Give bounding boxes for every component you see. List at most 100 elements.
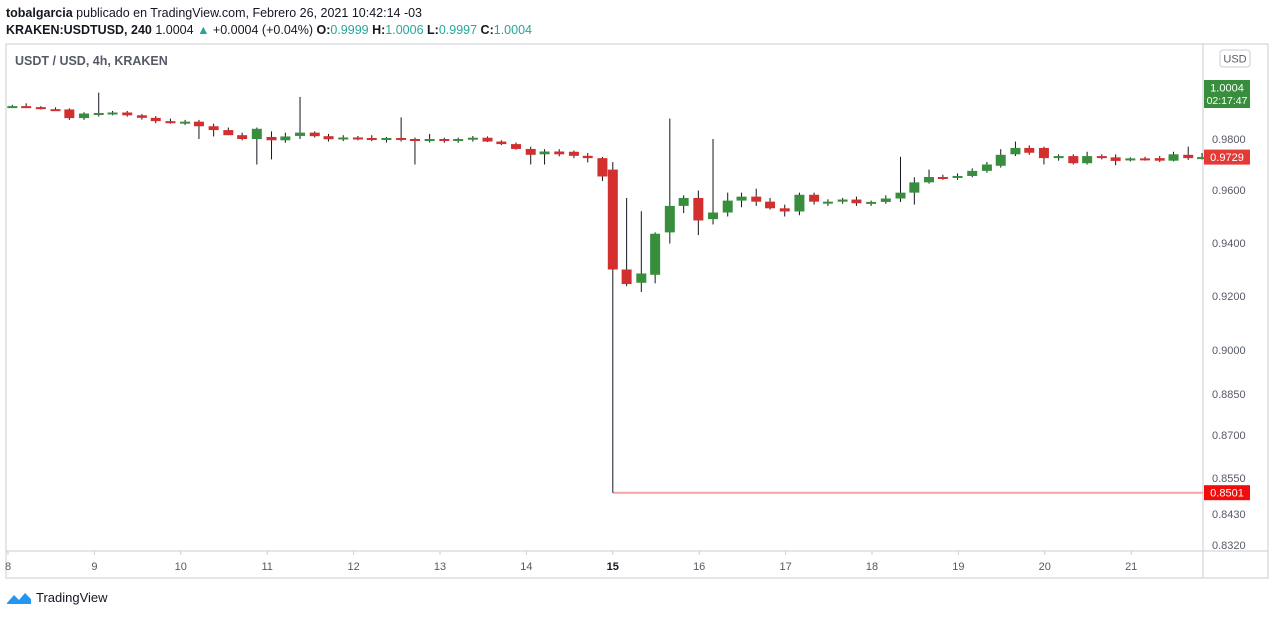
candle-body	[35, 107, 46, 110]
candle	[511, 142, 522, 150]
candle-body	[453, 139, 464, 141]
candle-body	[866, 201, 877, 204]
candle-body	[708, 212, 719, 220]
price-tag-label: 0.9729	[1210, 152, 1244, 164]
candle	[1154, 156, 1165, 162]
time-tick-label: 11	[261, 561, 272, 573]
candle-body	[439, 139, 450, 141]
candle	[650, 232, 661, 284]
currency-button[interactable]: USD	[1219, 49, 1251, 68]
candle-body	[150, 117, 161, 122]
candle-body	[952, 175, 963, 178]
candle	[136, 114, 147, 120]
currency-button-label: USD	[1223, 54, 1246, 66]
candle	[381, 136, 392, 143]
candle	[1125, 157, 1136, 162]
candle-body	[664, 205, 675, 233]
candle-body	[678, 197, 689, 206]
candle-body	[597, 158, 608, 177]
candle	[924, 169, 935, 184]
time-tick-label: 9	[91, 561, 97, 573]
price-tick-label: 0.9200	[1212, 291, 1246, 303]
candle	[79, 112, 90, 120]
candle-body	[1197, 157, 1208, 160]
candle-body	[79, 113, 90, 119]
candle-body	[93, 113, 104, 115]
candle	[453, 137, 464, 143]
candle	[636, 211, 647, 293]
change-arrow-icon: ▲	[197, 23, 210, 37]
candle-body	[1168, 154, 1179, 161]
chart-title: USDT / USD, 4h, KRAKEN	[15, 54, 168, 68]
price-tick-label: 0.9800	[1212, 134, 1246, 146]
candle	[409, 137, 420, 165]
candle-body	[650, 233, 661, 275]
price-tick-label: 0.8320	[1212, 540, 1246, 552]
candle-body	[1082, 156, 1093, 164]
quote-line: KRAKEN:USDTUSD, 240 1.0004 ▲ +0.0004 (+0…	[6, 21, 532, 39]
candle-body	[751, 196, 762, 202]
candle	[582, 153, 593, 163]
candle-body	[554, 151, 565, 155]
time-tick-label: 18	[866, 561, 878, 573]
candle	[736, 192, 747, 208]
candle-body	[1024, 147, 1035, 153]
candle	[1068, 154, 1079, 165]
candle-body	[1038, 147, 1049, 159]
candle-body	[21, 106, 32, 109]
low-label: L:	[427, 23, 439, 37]
candle-body	[409, 139, 420, 141]
time-tick-label: 16	[693, 561, 705, 573]
candle-body	[295, 132, 306, 136]
candle-body	[967, 170, 978, 176]
candle-body	[180, 121, 191, 124]
candle-body	[924, 176, 935, 183]
candle	[525, 146, 536, 165]
candle	[722, 192, 733, 217]
tradingview-logo[interactable]: TradingView	[6, 590, 108, 605]
candle	[1110, 154, 1121, 166]
candle-body	[822, 201, 833, 204]
candle	[323, 133, 334, 142]
time-tick-label: 10	[175, 561, 187, 573]
publish-info: publicado en TradingView.com, Febrero 26…	[76, 6, 423, 20]
candle	[837, 197, 848, 204]
candle-body	[266, 136, 277, 141]
candle	[64, 108, 75, 120]
candle-body	[837, 199, 848, 202]
price-tag-label: 0.8501	[1210, 488, 1244, 500]
candle	[7, 104, 18, 109]
author-name[interactable]: tobalgarcia	[6, 6, 73, 20]
price-tick-label: 0.8700	[1212, 430, 1246, 442]
candle	[995, 149, 1006, 168]
candle-body	[1154, 158, 1165, 161]
candle-body	[496, 141, 507, 145]
price-tag-countdown: 02:17:47	[1207, 95, 1248, 107]
candle	[1140, 156, 1151, 161]
candle-body	[895, 192, 906, 199]
candle	[295, 96, 306, 139]
time-tick-label: 19	[952, 561, 964, 573]
candle-body	[136, 115, 147, 118]
chart-frame	[5, 43, 1269, 579]
price-tick-label: 0.8430	[1212, 509, 1246, 521]
candle-body	[995, 154, 1006, 166]
time-tick-label: 21	[1125, 561, 1137, 573]
candle-body	[424, 139, 435, 141]
candle	[909, 177, 920, 205]
candle	[1082, 151, 1093, 165]
candle-body	[1096, 156, 1107, 159]
candle-body	[64, 109, 75, 119]
candle	[554, 149, 565, 157]
close-value: 1.0004	[493, 23, 532, 37]
candle	[1038, 146, 1049, 165]
candle	[165, 118, 176, 124]
time-tick-label: 20	[1039, 561, 1051, 573]
candle-body	[309, 132, 320, 137]
candle-body	[193, 121, 204, 127]
time-tick-label: 13	[434, 561, 446, 573]
time-tick-label: 8	[5, 561, 11, 573]
candle	[150, 116, 161, 124]
candle	[866, 200, 877, 206]
